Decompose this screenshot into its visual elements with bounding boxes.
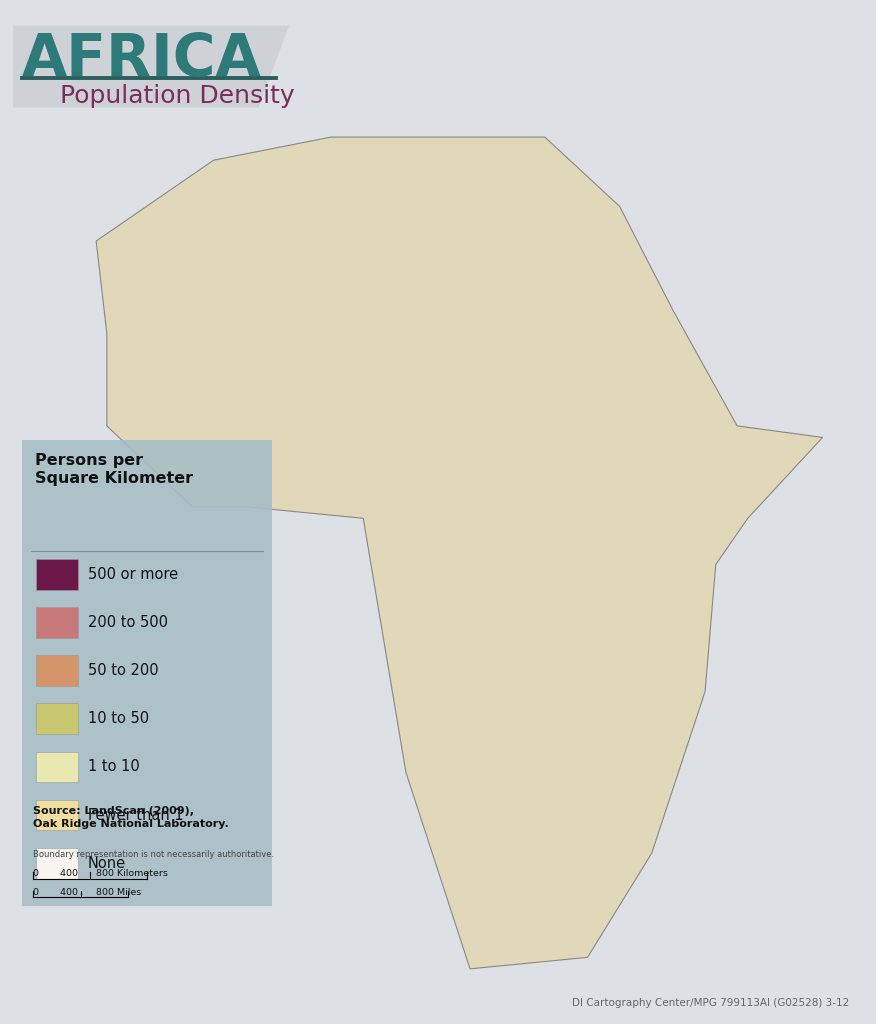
Text: Source: LandScan (2009),
Oak Ridge National Laboratory.: Source: LandScan (2009), Oak Ridge Natio… <box>33 806 229 829</box>
Text: 0       400      800 Miles: 0 400 800 Miles <box>33 888 142 897</box>
Text: Fewer than 1: Fewer than 1 <box>88 808 183 822</box>
Text: None: None <box>88 856 126 870</box>
Text: 0       400      800 Kilometers: 0 400 800 Kilometers <box>33 869 168 879</box>
Text: 1 to 10: 1 to 10 <box>88 760 139 774</box>
Text: DI Cartography Center/MPG 799113AI (G02528) 3-12: DI Cartography Center/MPG 799113AI (G025… <box>573 997 850 1008</box>
Text: 50 to 200: 50 to 200 <box>88 664 159 678</box>
Text: Population Density: Population Density <box>60 84 294 108</box>
Text: 10 to 50: 10 to 50 <box>88 712 149 726</box>
Text: AFRICA: AFRICA <box>22 31 262 88</box>
Text: Boundary representation is not necessarily authoritative.: Boundary representation is not necessari… <box>33 850 274 859</box>
Text: 500 or more: 500 or more <box>88 567 178 582</box>
Text: Persons per
Square Kilometer: Persons per Square Kilometer <box>35 453 194 486</box>
Polygon shape <box>96 137 823 969</box>
Text: 200 to 500: 200 to 500 <box>88 615 167 630</box>
